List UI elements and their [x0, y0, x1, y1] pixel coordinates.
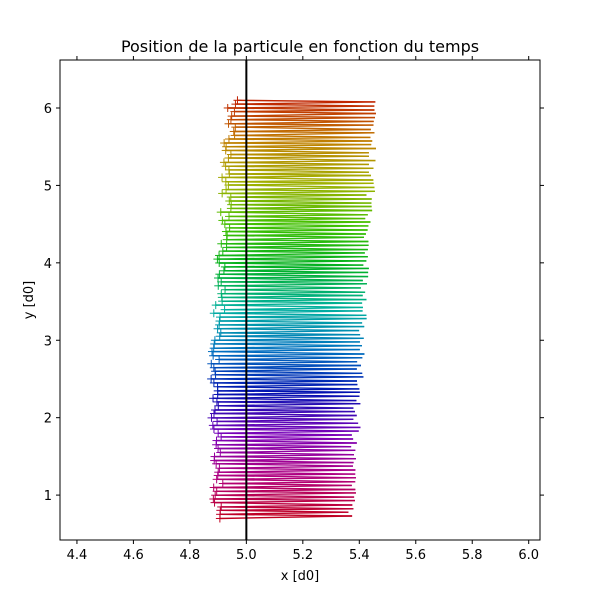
- x-tick-label: 5.4: [349, 548, 370, 563]
- trajectory-segment: [233, 128, 371, 133]
- trajectory-segment: [215, 304, 363, 309]
- y-tick-label: 4: [44, 257, 52, 272]
- trajectory-segment: [212, 424, 361, 429]
- trajectory-segment: [211, 361, 358, 365]
- trajectory-segment: [220, 211, 368, 216]
- trajectory-segment: [237, 99, 376, 103]
- trajectory-segment: [219, 515, 353, 520]
- y-axis-label: y [d0]: [22, 281, 37, 320]
- x-tick-label: 5.2: [292, 548, 313, 563]
- trajectory-segment: [235, 126, 371, 131]
- trajectory-segment: [225, 179, 374, 183]
- trajectory-segment: [213, 345, 363, 349]
- trajectory-segment: [226, 236, 365, 241]
- x-tick-label: 5.6: [405, 548, 426, 563]
- y-tick-label: 6: [44, 102, 52, 117]
- trajectory-segment: [211, 350, 365, 355]
- trajectory-segment: [226, 186, 375, 191]
- trajectory-segment: [218, 252, 365, 257]
- trajectory-segment: [226, 239, 369, 243]
- trajectory-segment: [223, 159, 376, 164]
- x-axis-label: x [d0]: [281, 569, 320, 584]
- trajectory-segment: [226, 246, 368, 251]
- x-tick-label: 5.0: [236, 548, 257, 563]
- y-tick-label: 2: [44, 412, 52, 427]
- trajectory-segment: [212, 397, 357, 402]
- x-tick-label: 5.8: [462, 548, 483, 563]
- trajectory-segment: [220, 451, 355, 456]
- x-tick-label: 4.8: [180, 548, 201, 563]
- trajectory-segment: [211, 414, 357, 419]
- trajectory-segment: [224, 306, 363, 311]
- trajectory-segment: [219, 320, 363, 324]
- trajectory-segment: [234, 134, 371, 139]
- trajectory-segment: [214, 407, 354, 411]
- chart-title: Position de la particule en fonction du …: [121, 37, 479, 56]
- y-tick-label: 5: [44, 179, 52, 194]
- x-tick-label: 4.4: [67, 548, 88, 563]
- trajectory-segment: [231, 112, 376, 117]
- trajectory-segment: [217, 386, 360, 390]
- plot-area: [207, 60, 377, 540]
- x-tick-label: 4.6: [123, 548, 144, 563]
- trajectory-segment: [213, 312, 367, 316]
- y-tick-label: 1: [44, 489, 52, 504]
- trajectory-segment: [224, 289, 366, 293]
- trajectory-segment: [219, 465, 354, 469]
- y-tick-label: 3: [44, 334, 52, 349]
- trajectory-segment: [228, 157, 376, 162]
- trajectory-segment: [216, 442, 357, 446]
- trajectory-segment: [218, 405, 354, 409]
- trajectory-segment: [214, 501, 353, 506]
- trajectory-segment: [215, 370, 363, 374]
- x-tick-label: 6.0: [518, 548, 539, 563]
- trajectory-segment: [225, 149, 369, 154]
- plot-frame: [59, 59, 541, 541]
